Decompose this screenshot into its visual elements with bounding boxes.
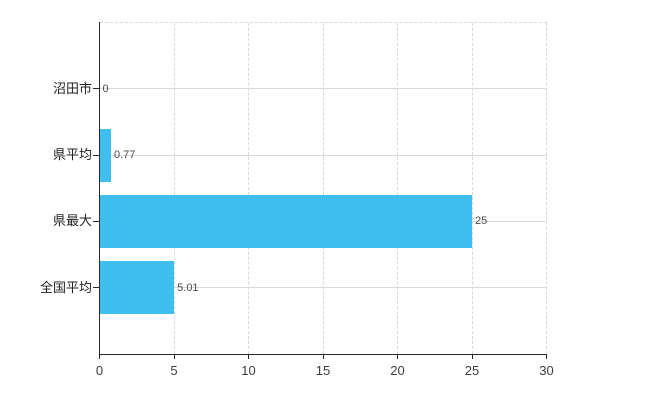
bar-1: [99, 128, 111, 182]
x-tick-label: 20: [390, 363, 405, 378]
x-tick-label: 0: [95, 363, 104, 378]
x-gridline: [173, 22, 175, 354]
value-label: 25: [475, 215, 488, 228]
x-tick-label: 10: [241, 363, 256, 378]
category-label: 県平均: [52, 147, 92, 163]
y-tick-mark: [93, 88, 99, 90]
category-label: 全国平均: [39, 279, 92, 295]
x-tick-label: 15: [315, 363, 331, 378]
x-tick-label: 25: [464, 363, 480, 378]
y-tick-mark: [93, 287, 99, 289]
y-tick-mark: [93, 220, 99, 222]
category-label: 沼田市: [52, 80, 92, 96]
x-tick-mark: [471, 354, 473, 359]
y-tick-mark: [93, 154, 99, 156]
category-gridline: [99, 88, 547, 90]
bar-2: [99, 194, 472, 248]
category-label: 県最大: [52, 213, 92, 229]
x-tick-label: 30: [539, 363, 554, 378]
x-tick-mark: [173, 354, 175, 359]
x-axis-line: [99, 353, 547, 355]
x-gridline: [397, 22, 398, 354]
category-gridline: [99, 287, 547, 289]
x-gridline: [546, 22, 547, 354]
value-label: 5.01: [177, 281, 199, 294]
x-tick-mark: [546, 354, 547, 359]
x-gridline: [322, 22, 324, 354]
x-gridline: [248, 22, 249, 354]
x-tick-mark: [397, 354, 398, 359]
x-gridline: [471, 22, 473, 354]
x-tick-mark: [322, 354, 324, 359]
x-tick-mark: [248, 354, 249, 359]
x-tick-label: 5: [170, 363, 178, 378]
value-label: 0: [102, 82, 109, 95]
category-gridline: [99, 154, 547, 156]
y-axis-line: [99, 22, 100, 359]
value-label: 0.77: [113, 149, 136, 162]
bar-3: [99, 261, 175, 315]
